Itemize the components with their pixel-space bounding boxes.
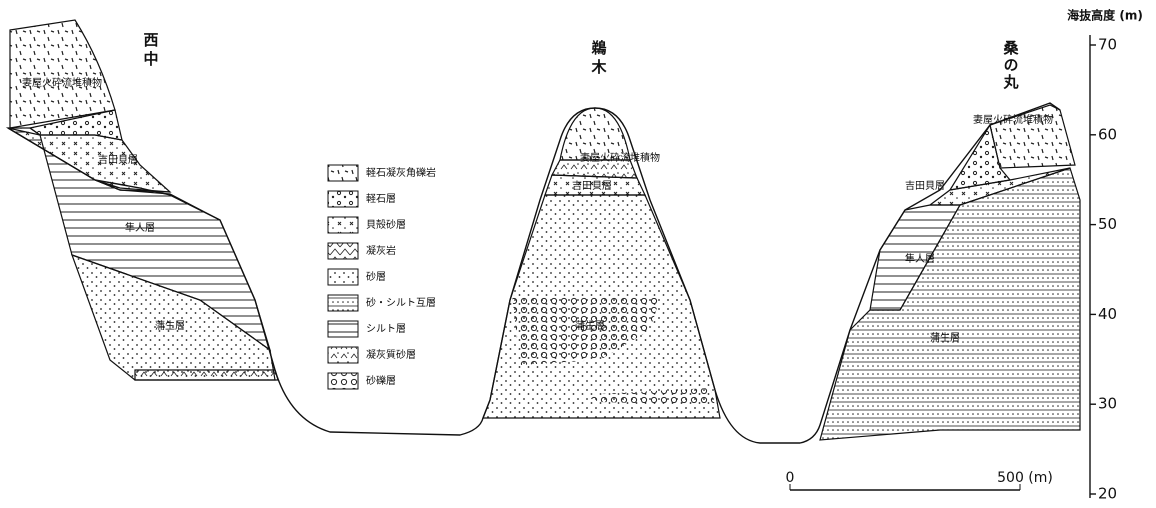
layer-label: 吉田貝層 xyxy=(572,180,612,192)
site-label: 桑の丸 xyxy=(1002,40,1020,91)
tick-label: 40 xyxy=(1098,305,1117,323)
legend-swatch xyxy=(328,347,358,363)
tick-label: 50 xyxy=(1098,215,1117,233)
tick-label: 20 xyxy=(1098,485,1117,503)
layer-label: 蒲生層 xyxy=(155,319,185,332)
scale-bar: 0 500 (m) xyxy=(786,470,1053,490)
layer-label: 妻屋火砕流堆積物 xyxy=(973,113,1053,126)
layer-label: 蒲生層 xyxy=(930,331,960,344)
layer-label: 妻屋火砕流堆積物 xyxy=(22,76,102,89)
legend-label: 凝灰質砂層 xyxy=(366,348,416,361)
left-block xyxy=(8,20,278,380)
legend-label: 貝殻砂層 xyxy=(366,218,406,231)
tick-label: 70 xyxy=(1098,36,1117,54)
legend-swatch xyxy=(328,165,358,181)
axis-title: 海抜高度 (m) xyxy=(1067,8,1143,23)
legend-swatch xyxy=(328,243,358,259)
legend-swatch xyxy=(328,373,358,389)
layer-label: 吉田貝層 xyxy=(905,180,945,192)
site-label: 西中 xyxy=(142,32,160,70)
layer-label: 妻屋火砕流堆積物 xyxy=(580,151,660,164)
legend-label: 砂層 xyxy=(366,270,386,283)
layer-label: 吉田貝層 xyxy=(98,154,138,166)
legend-label: 軽石凝灰角礫岩 xyxy=(366,166,436,179)
cross-section: 西中 鵜木 桑の丸 妻屋火砕流堆積物 吉田貝層 隼人層 蒲生層 妻屋火砕流堆積物… xyxy=(0,0,1156,504)
tick-label: 30 xyxy=(1098,395,1117,413)
legend-label: シルト層 xyxy=(366,323,406,335)
legend-label: 砂礫層 xyxy=(366,374,396,387)
site-label: 鵜木 xyxy=(590,39,608,78)
layer-label: 隼人層 xyxy=(905,252,935,265)
legend-swatch xyxy=(328,295,358,311)
scale-label: 500 (m) xyxy=(997,470,1053,486)
scale-label: 0 xyxy=(786,470,795,486)
legend-label: 軽石層 xyxy=(366,193,396,205)
legend-swatch xyxy=(328,191,358,207)
tick-label: 60 xyxy=(1098,125,1117,143)
legend-swatch xyxy=(328,217,358,233)
legend-label: 砂・シルト互層 xyxy=(366,296,436,309)
legend-swatch xyxy=(328,321,358,337)
layer-label: 蒲生層 xyxy=(575,319,605,332)
legend-swatch xyxy=(328,269,358,285)
layer-label: 隼人層 xyxy=(125,221,155,234)
right-block xyxy=(820,105,1080,440)
site-labels: 西中 鵜木 桑の丸 xyxy=(142,32,1020,91)
legend-label: 凝灰岩 xyxy=(366,244,396,257)
